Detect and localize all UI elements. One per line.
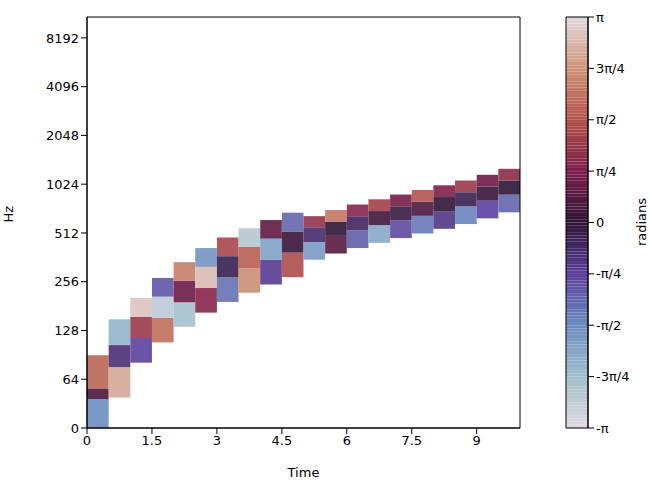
svg-text:Hz: Hz	[1, 206, 16, 223]
svg-text:7.5: 7.5	[401, 433, 422, 448]
svg-text:0: 0	[596, 215, 604, 230]
svg-text:8192: 8192	[46, 31, 79, 46]
svg-text:256: 256	[54, 274, 79, 289]
svg-text:1.5: 1.5	[142, 433, 163, 448]
svg-text:-π/4: -π/4	[596, 266, 621, 281]
svg-text:Time: Time	[287, 465, 320, 480]
svg-text:3π/4: 3π/4	[596, 61, 625, 76]
svg-text:64: 64	[62, 372, 79, 387]
svg-text:π: π	[596, 10, 604, 25]
svg-text:4.5: 4.5	[272, 433, 293, 448]
svg-text:-π/2: -π/2	[596, 318, 621, 333]
svg-text:2048: 2048	[46, 128, 79, 143]
svg-text:0: 0	[71, 421, 79, 436]
svg-text:π/2: π/2	[596, 112, 616, 127]
svg-text:6: 6	[343, 433, 351, 448]
svg-text:3: 3	[213, 433, 221, 448]
svg-text:π/4: π/4	[596, 164, 616, 179]
svg-text:1024: 1024	[46, 177, 79, 192]
svg-text:-π: -π	[596, 421, 609, 436]
html-text:radians: radians	[633, 197, 649, 247]
svg-text:9: 9	[473, 433, 481, 448]
svg-text:512: 512	[54, 226, 79, 241]
svg-text:4096: 4096	[46, 79, 79, 94]
svg-text:0: 0	[83, 433, 91, 448]
svg-text:128: 128	[54, 323, 79, 338]
svg-text:-3π/4: -3π/4	[596, 369, 629, 384]
